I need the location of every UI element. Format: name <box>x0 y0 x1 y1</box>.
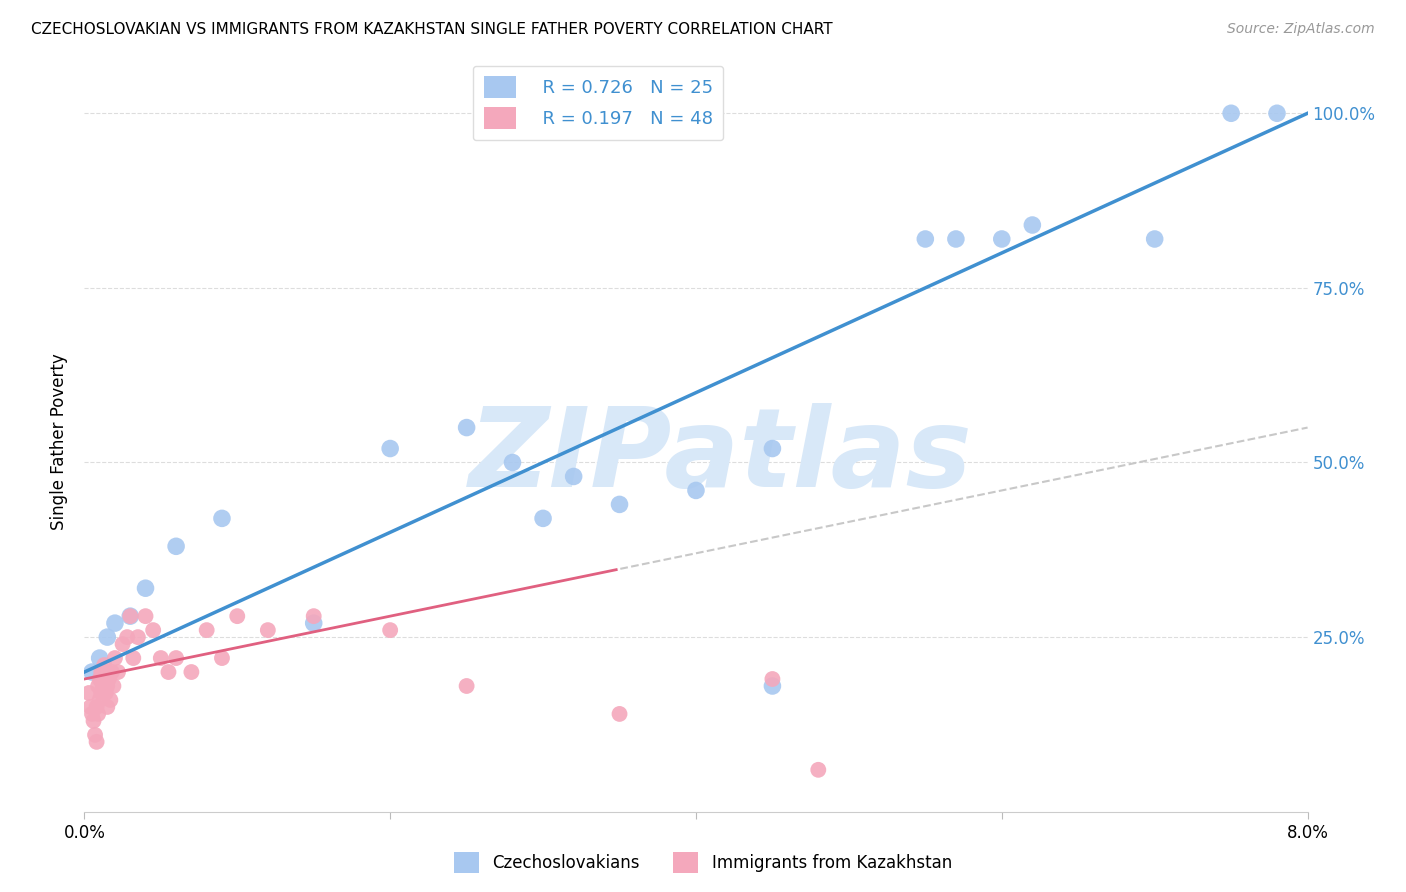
Point <box>80 706 103 721</box>
Point <box>302 609 325 624</box>
Point <box>761 679 783 693</box>
Point <box>111 637 134 651</box>
Point <box>380 442 402 456</box>
Point <box>502 455 524 469</box>
Point <box>96 700 118 714</box>
Point <box>87 706 110 721</box>
Point <box>104 651 127 665</box>
Point <box>914 232 936 246</box>
Point <box>157 665 180 679</box>
Point <box>103 679 125 693</box>
Point <box>380 623 402 637</box>
Point <box>195 623 218 637</box>
Y-axis label: Single Father Poverty: Single Father Poverty <box>51 353 69 530</box>
Point <box>98 693 121 707</box>
Point <box>211 651 233 665</box>
Point <box>991 232 1014 246</box>
Point <box>609 706 631 721</box>
Point <box>91 679 114 693</box>
Point <box>180 665 202 679</box>
Point <box>122 651 145 665</box>
Point <box>86 735 108 749</box>
Point <box>149 651 172 665</box>
Point <box>135 609 157 624</box>
Point <box>165 651 187 665</box>
Point <box>1265 106 1288 120</box>
Point <box>89 651 111 665</box>
Point <box>90 686 112 700</box>
Point <box>609 497 631 511</box>
Point <box>96 630 118 644</box>
Point <box>135 581 157 595</box>
Point <box>83 714 105 728</box>
Point <box>93 672 115 686</box>
Point <box>77 686 100 700</box>
Point <box>165 539 187 553</box>
Point <box>96 665 118 679</box>
Point <box>302 616 325 631</box>
Text: CZECHOSLOVAKIAN VS IMMIGRANTS FROM KAZAKHSTAN SINGLE FATHER POVERTY CORRELATION : CZECHOSLOVAKIAN VS IMMIGRANTS FROM KAZAK… <box>31 22 832 37</box>
Point <box>107 665 129 679</box>
Point <box>96 679 118 693</box>
Point <box>89 693 111 707</box>
Point <box>101 665 124 679</box>
Point <box>1143 232 1166 246</box>
Point <box>120 609 142 624</box>
Point <box>84 728 107 742</box>
Point <box>761 672 783 686</box>
Point <box>80 665 103 679</box>
Point <box>142 623 165 637</box>
Point <box>562 469 585 483</box>
Point <box>1021 218 1043 232</box>
Point <box>456 420 478 434</box>
Point <box>89 672 111 686</box>
Legend:   R = 0.726   N = 25,   R = 0.197   N = 48: R = 0.726 N = 25, R = 0.197 N = 48 <box>472 66 724 140</box>
Point <box>761 442 783 456</box>
Point <box>226 609 249 624</box>
Point <box>257 623 280 637</box>
Point <box>93 658 115 673</box>
Text: Source: ZipAtlas.com: Source: ZipAtlas.com <box>1227 22 1375 37</box>
Point <box>91 665 114 679</box>
Text: ZIPatlas: ZIPatlas <box>468 403 973 510</box>
Point <box>86 700 108 714</box>
Point <box>807 763 830 777</box>
Point <box>94 686 117 700</box>
Point <box>115 630 138 644</box>
Point <box>456 679 478 693</box>
Point <box>104 616 127 631</box>
Point <box>127 630 149 644</box>
Point <box>120 609 142 624</box>
Point <box>97 672 120 686</box>
Point <box>211 511 233 525</box>
Point <box>945 232 967 246</box>
Point <box>90 665 112 679</box>
Point <box>87 679 110 693</box>
Point <box>79 700 101 714</box>
Point <box>685 483 707 498</box>
Point <box>1220 106 1243 120</box>
Point <box>531 511 554 525</box>
Legend: Czechoslovakians, Immigrants from Kazakhstan: Czechoslovakians, Immigrants from Kazakh… <box>447 846 959 880</box>
